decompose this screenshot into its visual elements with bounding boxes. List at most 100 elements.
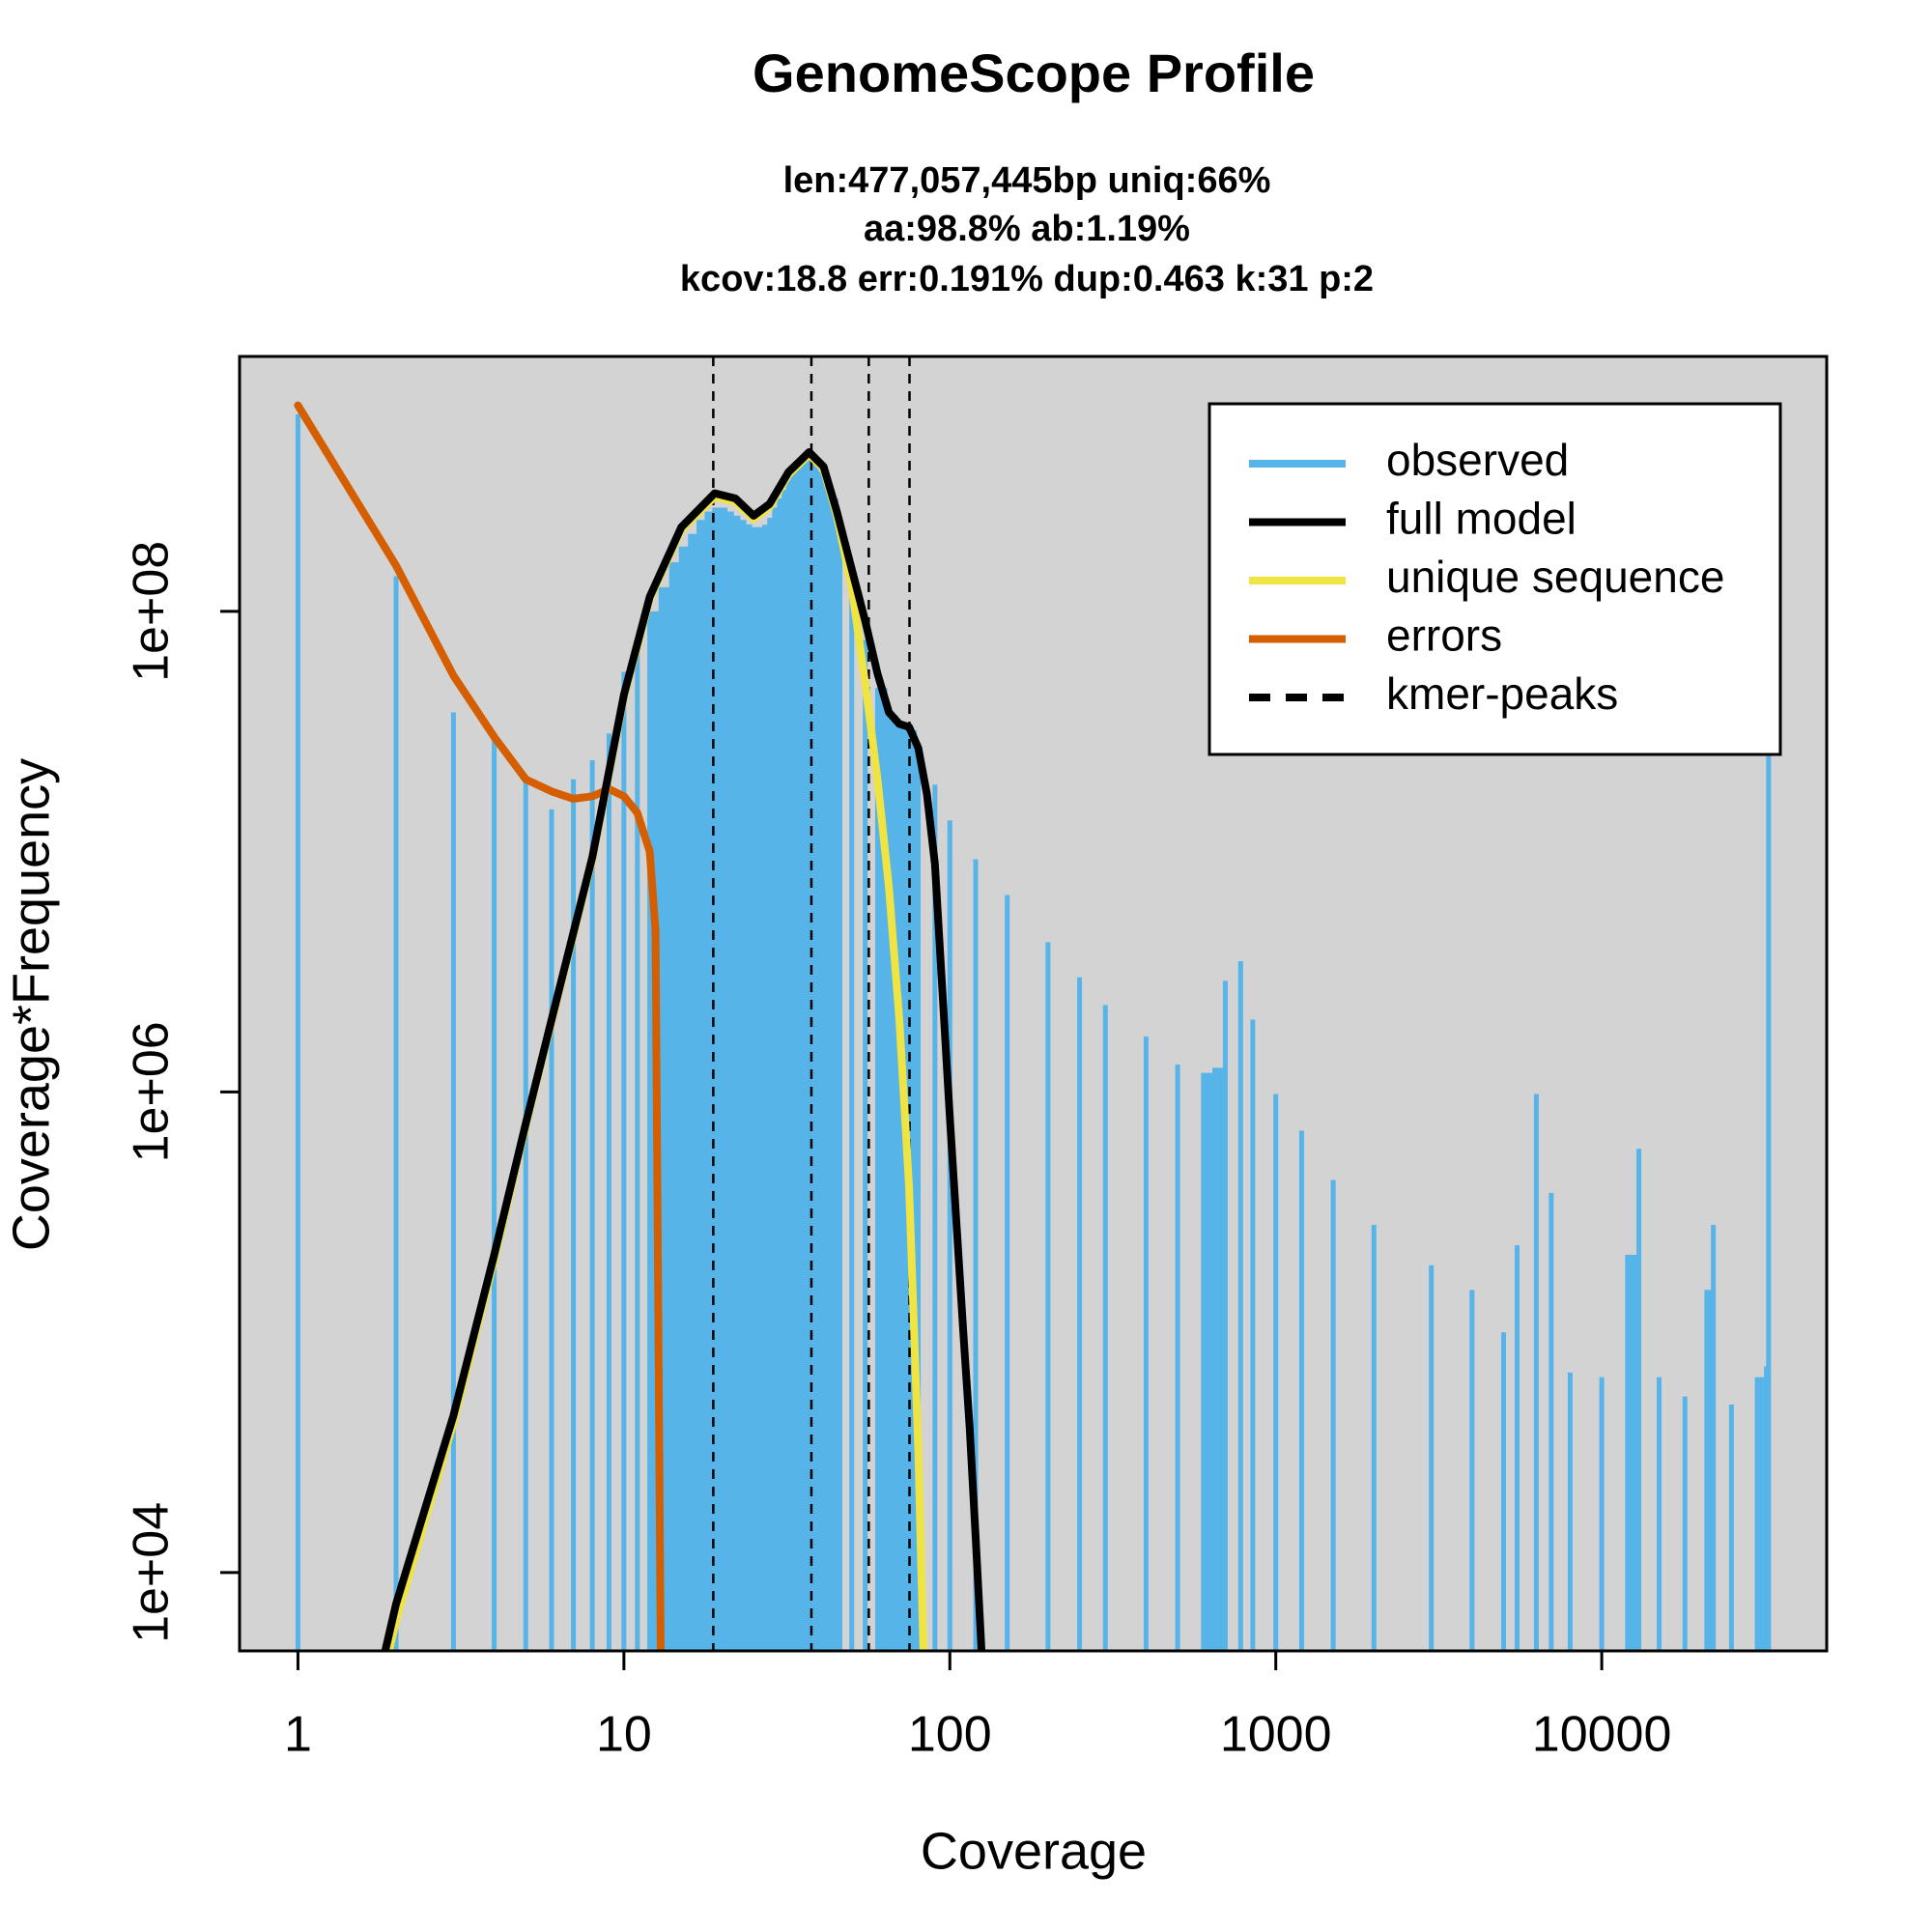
observed-bar (794, 464, 800, 1651)
observed-bar (1764, 1366, 1768, 1651)
observed-bar (785, 480, 792, 1651)
series-line (294, 401, 665, 1651)
x-tick-label: 1000 (1220, 1707, 1332, 1763)
legend-label: kmer-peaks (1386, 668, 1618, 719)
observed-bar (973, 859, 979, 1651)
observed-bar (1548, 1192, 1554, 1651)
observed-bar (849, 583, 855, 1651)
observed-bar (1102, 1005, 1108, 1651)
observed-bar (745, 524, 753, 1651)
x-axis-label: Coverage (921, 1822, 1147, 1880)
x-tick-label: 1 (284, 1707, 312, 1763)
observed-bar (896, 726, 908, 1651)
observed-bar (1766, 755, 1772, 1651)
observed-bar (828, 497, 838, 1651)
observed-bar (863, 639, 868, 1651)
observed-bar (1212, 1067, 1224, 1651)
observed-bar (947, 820, 952, 1651)
observed-bar (874, 688, 888, 1651)
observed-bar (719, 507, 728, 1651)
observed-bar (1469, 1290, 1475, 1651)
legend-label: full model (1386, 494, 1577, 544)
observed-bar (658, 586, 670, 1651)
observed-bar (1005, 895, 1010, 1651)
observed-bar (1250, 1019, 1256, 1651)
observed-bar (1515, 1245, 1520, 1651)
observed-bar (1533, 1094, 1539, 1651)
y-tick-label: 1e+08 (124, 541, 180, 682)
y-axis-label: Coverage*Frequency (2, 758, 60, 1251)
observed-bar (807, 456, 811, 1651)
observed-bar (523, 779, 528, 1651)
chart-title: GenomeScope Profile (753, 43, 1315, 103)
observed-bar (678, 546, 690, 1651)
observed-bar (1625, 1254, 1638, 1651)
y-tick-label: 1e+04 (124, 1502, 180, 1643)
observed-bar (1273, 1094, 1279, 1651)
observed-bar (837, 533, 842, 1651)
observed-bar (450, 712, 456, 1651)
observed-bar (751, 526, 758, 1651)
observed-bar (549, 809, 554, 1651)
observed-bar (772, 507, 779, 1651)
x-tick-label: 10000 (1532, 1707, 1672, 1763)
observed-bar (781, 490, 787, 1651)
legend-label: observed (1386, 435, 1569, 485)
plot-frame (238, 355, 1829, 1653)
subtitle: len:477,057,445bp uniq:66% (783, 160, 1271, 201)
observed-bar (1682, 1396, 1688, 1651)
observed-bar (1599, 1377, 1605, 1651)
axes: 1 10 100 1000 10000 1e+04 1e+06 1e+08 (124, 541, 1672, 1763)
y-tick-label: 1e+06 (124, 1021, 180, 1162)
observed-bar (813, 464, 819, 1651)
observed-bar (803, 456, 809, 1651)
observed-bar (1298, 1130, 1304, 1651)
observed-bar (777, 497, 783, 1651)
observed-bar (1711, 1224, 1717, 1651)
observed-bar (932, 784, 938, 1651)
observed-bar (606, 733, 611, 1651)
observed-bar (739, 520, 747, 1651)
observed-bar (810, 459, 815, 1651)
subtitle: kcov:18.8 err:0.191% dup:0.463 k:31 p:2 (680, 259, 1374, 299)
legend-label: errors (1386, 611, 1502, 661)
plot-area (294, 356, 1772, 1651)
observed-bar (732, 515, 741, 1651)
observed-bar (295, 413, 300, 1651)
observed-bar (1567, 1372, 1573, 1651)
observed-bar (817, 471, 830, 1651)
observed-bar (688, 533, 698, 1651)
observed-bar (1045, 942, 1051, 1651)
observed-bar (1501, 1332, 1507, 1651)
observed-bar (1704, 1290, 1713, 1651)
x-tick-label: 100 (908, 1707, 992, 1763)
observed-bar (635, 646, 640, 1651)
observed-bar (621, 671, 627, 1651)
series-line (381, 448, 985, 1651)
observed-bar (704, 511, 714, 1651)
observed-bar (1371, 1224, 1377, 1651)
observed-bar (1237, 961, 1243, 1651)
observed-bar (1429, 1264, 1435, 1651)
observed-bar (767, 518, 774, 1651)
observed-bar (571, 779, 577, 1651)
observed-bar (492, 740, 497, 1651)
x-tick-label: 10 (596, 1707, 652, 1763)
observed-bar (916, 752, 922, 1651)
observed-bar (589, 760, 595, 1651)
observed-bar (1175, 1065, 1180, 1651)
observed-bar (798, 459, 805, 1651)
observed-bar (1657, 1377, 1662, 1651)
legend-label: unique sequence (1386, 552, 1724, 602)
observed-bar (1201, 1072, 1214, 1651)
observed-bar (668, 562, 680, 1651)
observed-bar (1636, 1149, 1642, 1651)
observed-bar (726, 511, 734, 1651)
observed-bar (761, 525, 769, 1651)
observed-bar (756, 526, 763, 1651)
observed-bar (1222, 980, 1228, 1651)
observed-bar (790, 471, 796, 1651)
observed-bar (1754, 1377, 1766, 1651)
